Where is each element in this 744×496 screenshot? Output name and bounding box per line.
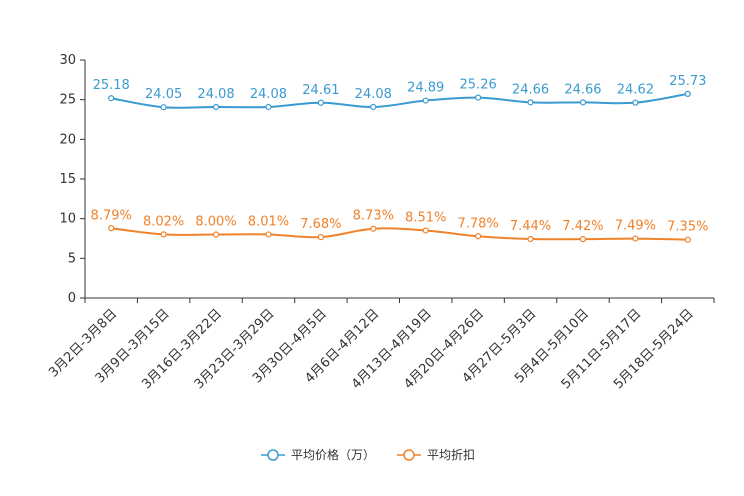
data-point[interactable]	[684, 236, 691, 243]
data-point[interactable]	[108, 225, 115, 232]
y-tick-label: 0	[68, 291, 76, 306]
data-label: 25.26	[460, 78, 497, 93]
data-point[interactable]	[632, 99, 639, 106]
data-point[interactable]	[370, 225, 377, 232]
legend-label-discount: 平均折扣	[427, 447, 475, 462]
data-label: 24.89	[407, 81, 444, 96]
data-point[interactable]	[212, 231, 220, 238]
data-point[interactable]	[212, 103, 220, 111]
data-label: 7.68%	[300, 217, 341, 232]
series-layer: 25.18 24.05 24.08 24.08 24.61 24.08 24.89 25.26…	[91, 74, 708, 243]
data-label: 8.79%	[91, 208, 132, 223]
data-point[interactable]	[527, 99, 534, 106]
data-label: 24.62	[617, 83, 654, 98]
data-point[interactable]	[475, 233, 482, 240]
data-point[interactable]	[265, 103, 272, 111]
x-axis: 3月2日-3月8日3月9日-3月15日3月16日-3月22日3月23日-3月29…	[46, 297, 715, 392]
y-tick-label: 25	[59, 93, 76, 108]
legend-label-price: 平均价格（万）	[291, 447, 375, 462]
legend-marker-price	[267, 449, 279, 461]
data-point[interactable]	[160, 231, 167, 238]
data-label: 8.01%	[248, 214, 289, 229]
legend-marker-discount	[403, 449, 415, 461]
data-point[interactable]	[160, 104, 167, 111]
data-label: 24.66	[564, 82, 601, 97]
data-point[interactable]	[265, 231, 272, 238]
data-point[interactable]	[579, 236, 587, 243]
data-point[interactable]	[475, 94, 482, 101]
data-label: 24.61	[302, 83, 339, 98]
legend-item-price[interactable]: 平均价格（万）	[261, 447, 375, 462]
y-tick-label: 10	[59, 212, 76, 227]
data-point[interactable]	[527, 235, 534, 243]
series-0: 25.18 24.05 24.08 24.08 24.61 24.08 24.89 25.26…	[93, 74, 706, 111]
data-point[interactable]	[684, 90, 691, 97]
data-point[interactable]	[317, 99, 324, 106]
y-tick-label: 20	[59, 132, 76, 147]
y-tick-label: 5	[68, 251, 76, 266]
data-point[interactable]	[108, 95, 115, 102]
data-label: 25.73	[669, 74, 706, 89]
data-point[interactable]	[422, 97, 429, 104]
data-label: 24.08	[250, 87, 287, 102]
series-line	[111, 227, 688, 241]
series-1: 8.79% 8.02% 8.00% 8.01% 7.68% 8.73% 8.51% 7.78%…	[91, 208, 708, 243]
data-point[interactable]	[632, 235, 639, 242]
data-label: 8.02%	[143, 214, 184, 229]
data-label: 8.00%	[195, 215, 236, 230]
y-tick-label: 30	[59, 53, 76, 68]
data-point[interactable]	[370, 103, 377, 111]
data-label: 24.08	[355, 87, 392, 102]
data-point[interactable]	[422, 227, 429, 234]
data-point[interactable]	[579, 99, 587, 106]
data-label: 24.66	[512, 82, 549, 97]
y-tick-label: 15	[59, 172, 76, 187]
series-line	[111, 92, 688, 109]
data-label: 7.78%	[457, 216, 498, 231]
data-label: 24.08	[197, 87, 234, 102]
legend-item-discount[interactable]: 平均折扣	[397, 447, 475, 462]
data-label: 7.49%	[615, 219, 656, 234]
data-label: 7.35%	[667, 220, 708, 235]
data-label: 8.73%	[353, 209, 394, 224]
data-point[interactable]	[317, 233, 324, 241]
data-label: 25.18	[93, 78, 130, 93]
legend: 平均价格（万） 平均折扣	[261, 447, 475, 462]
data-label: 7.42%	[562, 219, 603, 234]
data-label: 8.51%	[405, 210, 446, 225]
y-axis: 0 5 10 15 20 25 30	[59, 53, 86, 306]
data-label: 7.44%	[510, 219, 551, 234]
data-label: 24.05	[145, 87, 182, 102]
